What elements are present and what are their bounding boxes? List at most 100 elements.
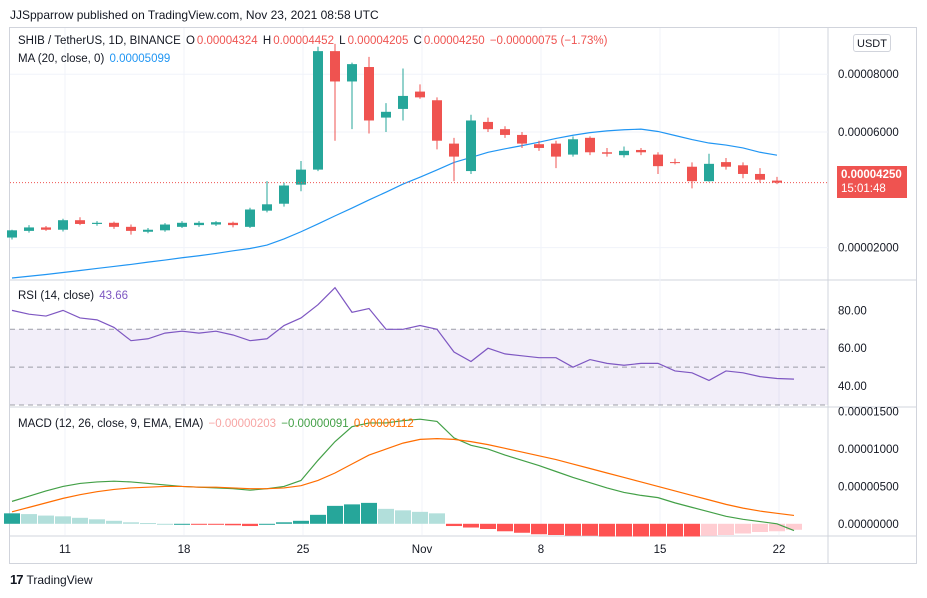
macd-histogram-bar — [378, 508, 394, 524]
candle-body — [279, 185, 289, 204]
change-value: −0.00000075 (−1.73%) — [489, 35, 608, 47]
macd-panel — [4, 418, 802, 537]
rsi-tick-label: 80.00 — [838, 305, 867, 317]
candle-body — [466, 120, 476, 172]
macd-histogram-bar — [395, 510, 411, 524]
candle-body — [721, 162, 731, 167]
time-tick-label: 18 — [178, 544, 191, 556]
last-price-tag: 0.00004250 15:01:48 — [837, 166, 907, 198]
candle-body — [75, 220, 85, 224]
countdown-value: 15:01:48 — [841, 183, 886, 195]
candle-body — [109, 222, 119, 227]
macd-histogram-bar — [667, 523, 683, 537]
macd-histogram-bar — [361, 502, 377, 524]
ma-value: 0.00005099 — [109, 53, 171, 65]
last-price-value: 0.00004250 — [841, 169, 902, 181]
macd-histogram-bar — [735, 523, 751, 534]
candle-body — [24, 227, 34, 231]
tradingview-logo[interactable]: 17 TradingView — [10, 572, 93, 587]
candle-body — [364, 67, 374, 121]
rsi-panel — [10, 286, 828, 406]
macd-histogram-bar — [650, 523, 666, 537]
macd-histogram-bar — [531, 523, 547, 535]
macd-histogram-bar — [684, 523, 700, 537]
rsi-legend[interactable]: RSI (14, close) 43.66 — [18, 290, 130, 302]
candle-body — [330, 51, 340, 82]
macd-histogram-bar — [123, 522, 139, 524]
grid-lines — [10, 28, 916, 563]
currency-button[interactable]: USDT — [853, 34, 891, 52]
macd-tick-label: 0.00001000 — [838, 444, 899, 456]
macd-histogram-bar — [599, 523, 615, 537]
chart-frame — [9, 27, 917, 564]
candle-body — [755, 173, 765, 180]
candle-body — [704, 163, 714, 182]
candle-body — [602, 152, 612, 154]
candle-body — [41, 227, 51, 230]
macd-tick-label: 0.00000500 — [838, 481, 899, 493]
candle-body — [738, 165, 748, 174]
macd-histogram-bar — [276, 522, 292, 524]
price-tick-label: 0.00006000 — [838, 127, 899, 139]
macd-histogram-bar — [55, 516, 71, 524]
candle-body — [398, 95, 408, 109]
macd-signal-value: 0.00000112 — [353, 418, 414, 430]
macd-histogram-bar — [701, 523, 717, 536]
candle-body — [483, 121, 493, 130]
macd-line-value: −0.00000091 — [281, 418, 349, 430]
candle-body — [636, 149, 646, 153]
price-panel — [7, 43, 828, 279]
axes: 0.00008000 0.00006000 0.00002000 11 18 25 Nov 8… — [59, 69, 899, 556]
macd-histogram-bar — [259, 523, 275, 525]
rsi-value: 43.66 — [99, 290, 129, 302]
candle-body — [534, 144, 544, 148]
time-tick-label: 25 — [297, 544, 310, 556]
macd-histogram-bar — [582, 523, 598, 536]
macd-histogram-bar — [718, 523, 734, 535]
ma-legend[interactable]: MA (20, close, 0) 0.00005099 — [18, 53, 172, 65]
macd-histogram-bar — [752, 523, 768, 533]
candle-body — [262, 204, 272, 211]
macd-histogram-bar — [89, 519, 105, 524]
candle-body — [347, 64, 357, 82]
candle-body — [517, 134, 527, 144]
signal-line — [11, 438, 795, 517]
macd-histogram-bar — [480, 523, 496, 530]
macd-histogram-bar — [633, 523, 649, 537]
candle-body — [415, 91, 425, 98]
candle-body — [687, 166, 697, 182]
time-tick-label: 22 — [773, 544, 786, 556]
macd-histogram-bar — [174, 523, 190, 525]
rsi-tick-label: 60.00 — [838, 343, 867, 355]
candle-body — [551, 143, 561, 157]
low-label: L — [339, 35, 346, 47]
tradingview-brand: TradingView — [26, 572, 93, 587]
macd-histogram-bar — [310, 514, 326, 524]
candle-body — [126, 226, 136, 231]
high-label: H — [262, 35, 272, 47]
macd-histogram-bar — [769, 523, 785, 532]
symbol-label[interactable]: SHIB / TetherUS, 1D, BINANCE — [18, 35, 181, 47]
macd-histogram-bar — [208, 523, 224, 525]
macd-histogram-bar — [429, 513, 445, 524]
candle-body — [500, 129, 510, 135]
macd-histogram-bar — [72, 517, 88, 524]
price-tick-label: 0.00008000 — [838, 69, 899, 81]
candle-body — [177, 222, 187, 227]
macd-histogram-bar — [344, 504, 360, 524]
candle-body — [619, 150, 629, 156]
rsi-line — [11, 286, 795, 382]
macd-histogram-bar — [21, 514, 37, 524]
macd-label: MACD (12, 26, close, 9, EMA, EMA) — [18, 418, 204, 430]
macd-histogram-bar — [497, 523, 513, 532]
macd-histogram-bar — [106, 520, 122, 524]
macd-legend[interactable]: MACD (12, 26, close, 9, EMA, EMA) −0.000… — [18, 418, 416, 430]
macd-histogram-bar — [616, 523, 632, 537]
price-tick-label: 0.00002000 — [838, 243, 899, 255]
macd-histogram-bar — [548, 523, 564, 535]
macd-histogram-bar — [4, 513, 20, 524]
candle-body — [228, 222, 238, 226]
macd-histogram-bar — [786, 523, 802, 530]
macd-histogram-bar — [225, 523, 241, 526]
